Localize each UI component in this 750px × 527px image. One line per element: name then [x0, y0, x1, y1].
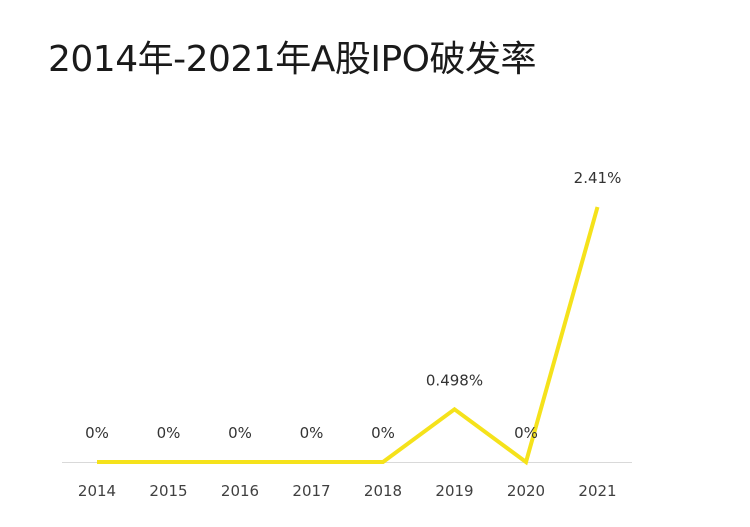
- x-tick-label: 2020: [507, 482, 545, 500]
- x-tick-label: 2014: [78, 482, 116, 500]
- data-label: 0%: [228, 424, 252, 442]
- data-label: 0%: [300, 424, 324, 442]
- data-label: 0%: [514, 424, 538, 442]
- series-line: [97, 206, 600, 466]
- data-label: 0%: [157, 424, 181, 442]
- x-tick-label: 2016: [221, 482, 259, 500]
- data-label: 0%: [371, 424, 395, 442]
- x-tick-label: 2019: [435, 482, 473, 500]
- data-labels: 0% 0% 0% 0% 0% 0.498% 0% 2.41%: [85, 169, 621, 442]
- x-tick-label: 2021: [578, 482, 616, 500]
- data-label: 0.498%: [426, 371, 483, 389]
- x-tick-label: 2018: [364, 482, 402, 500]
- chart-title: 2014年-2021年A股IPO破发率: [48, 39, 537, 80]
- data-label: 0%: [85, 424, 109, 442]
- x-tick-labels: 2014 2015 2016 2017 2018 2019 2020 2021: [78, 482, 617, 500]
- data-label: 2.41%: [574, 169, 622, 187]
- x-tick-label: 2015: [149, 482, 187, 500]
- x-tick-label: 2017: [292, 482, 330, 500]
